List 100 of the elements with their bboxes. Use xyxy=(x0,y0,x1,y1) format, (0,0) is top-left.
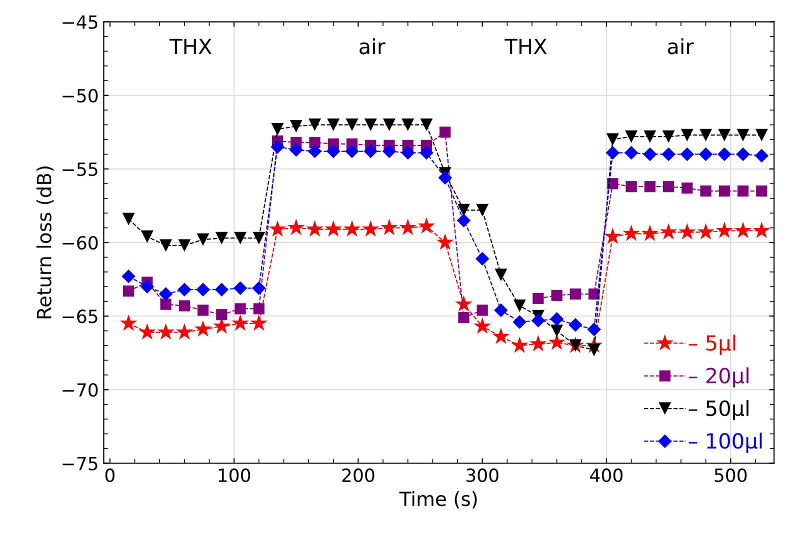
point xyxy=(718,185,730,197)
point xyxy=(755,128,768,142)
point xyxy=(234,303,246,314)
point xyxy=(438,170,452,185)
point xyxy=(252,232,266,244)
point xyxy=(604,228,622,244)
point xyxy=(456,214,471,228)
point xyxy=(402,118,414,132)
x-tick-label: 500 xyxy=(714,468,747,482)
point xyxy=(324,220,342,237)
point xyxy=(476,304,488,316)
point xyxy=(382,144,396,158)
point xyxy=(622,224,640,241)
point xyxy=(716,222,733,238)
point xyxy=(250,314,268,331)
point xyxy=(530,335,547,352)
point xyxy=(400,146,415,160)
point xyxy=(511,336,528,353)
point xyxy=(532,292,544,304)
point xyxy=(233,281,248,296)
point xyxy=(718,128,731,142)
x-tick-label: 400 xyxy=(590,468,623,482)
point xyxy=(176,323,194,340)
point xyxy=(364,144,378,158)
point xyxy=(492,328,510,344)
point xyxy=(700,128,712,142)
point xyxy=(606,146,620,160)
point xyxy=(625,130,638,143)
annotation: air xyxy=(668,38,694,54)
point xyxy=(420,118,433,132)
point xyxy=(214,282,229,296)
point xyxy=(476,204,489,216)
x-tick-label: 0 xyxy=(105,468,114,482)
point xyxy=(271,122,284,136)
point xyxy=(644,130,656,143)
point xyxy=(436,233,454,250)
point xyxy=(178,282,192,296)
point xyxy=(737,185,749,197)
point xyxy=(551,290,562,302)
point xyxy=(178,239,191,252)
legend-label: – 5μl xyxy=(688,334,736,355)
point xyxy=(308,144,322,158)
point xyxy=(458,312,470,324)
point xyxy=(641,224,659,241)
x-tick-label: 100 xyxy=(218,468,250,482)
point xyxy=(194,320,212,337)
point xyxy=(418,217,436,234)
point xyxy=(494,268,508,282)
point xyxy=(662,130,675,143)
y-tick-label: −55 xyxy=(62,162,98,176)
point xyxy=(494,303,508,318)
point xyxy=(252,281,266,296)
point xyxy=(382,118,396,132)
point xyxy=(326,144,340,158)
annotation: THX xyxy=(504,38,547,54)
point xyxy=(718,147,732,162)
point xyxy=(345,144,359,158)
point xyxy=(253,303,264,314)
point xyxy=(362,220,380,237)
point xyxy=(197,304,209,316)
legend-label: – 50μl xyxy=(688,400,748,420)
point xyxy=(626,181,637,192)
point xyxy=(680,128,694,142)
point xyxy=(736,147,750,162)
point xyxy=(440,126,451,138)
point xyxy=(697,223,714,240)
y-tick-label: −60 xyxy=(62,236,98,250)
point xyxy=(606,133,619,146)
point xyxy=(682,182,693,194)
point xyxy=(474,317,491,334)
point xyxy=(160,298,172,310)
x-axis-title: Time (s) xyxy=(399,491,477,508)
point xyxy=(346,118,358,132)
point xyxy=(568,318,582,332)
point xyxy=(327,118,340,132)
annotation: THX xyxy=(169,38,212,54)
point xyxy=(216,309,228,320)
point xyxy=(138,323,156,340)
point xyxy=(550,324,564,338)
point xyxy=(420,146,434,160)
point xyxy=(736,128,750,142)
point xyxy=(753,222,770,238)
point xyxy=(140,230,154,243)
y-tick-label: −70 xyxy=(62,383,98,397)
y-tick-label: −50 xyxy=(62,88,98,102)
point xyxy=(270,140,284,154)
y-tick-label: −75 xyxy=(62,456,98,470)
point xyxy=(700,185,712,197)
point xyxy=(680,147,694,162)
point xyxy=(120,314,138,331)
point xyxy=(308,118,322,132)
x-tick-label: 200 xyxy=(342,468,374,482)
point xyxy=(698,147,713,162)
point xyxy=(678,223,696,240)
point xyxy=(548,334,566,350)
point xyxy=(570,288,582,300)
point xyxy=(290,120,302,133)
point xyxy=(380,218,398,236)
point xyxy=(123,286,134,297)
point xyxy=(232,314,249,331)
